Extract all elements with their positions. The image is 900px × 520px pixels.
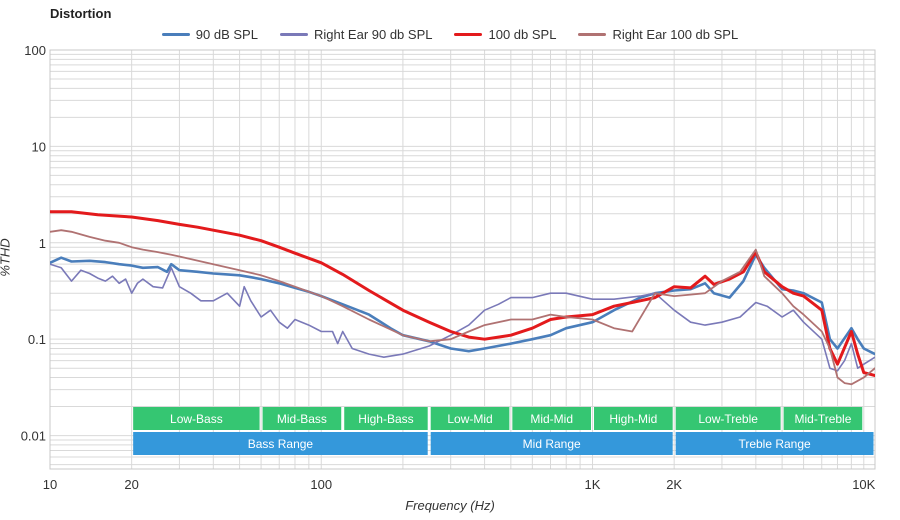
legend-swatch [578,33,607,36]
y-tick-label: 100 [24,43,46,58]
band-low-treble [675,407,781,430]
band-label: Treble Range [738,437,811,451]
band-label: Mid Range [523,437,581,451]
band-mid-bass [262,407,342,430]
band-low-bass [133,407,260,430]
band-low-mid [430,407,510,430]
band-label: Low-Mid [447,412,492,426]
band-label: Mid-Mid [530,412,573,426]
legend-swatch [279,33,308,36]
plot-frame [49,49,876,470]
series-line-right-ear-90-db-spl [50,263,875,372]
legend-item[interactable]: 90 dB SPL [161,27,258,42]
legend-item[interactable]: Right Ear 100 db SPL [578,27,738,42]
y-tick-label: 0.1 [28,332,46,347]
chart-title: Distortion [50,6,112,21]
legend-label: Right Ear 90 db SPL [313,27,433,42]
legend-swatch [161,33,190,36]
legend: 90 dB SPL Right Ear 90 db SPL 100 db SPL Ri… [0,27,900,42]
legend-item[interactable]: Right Ear 90 db SPL [279,27,433,42]
x-tick-label: 1K [585,477,601,492]
x-axis-label: Frequency (Hz) [405,498,495,513]
band-high-mid [594,407,673,430]
band-high-bass [344,407,428,430]
series-line-100-db-spl [50,210,875,377]
x-tick-label: 10K [852,477,875,492]
band-label: Bass Range [248,437,314,451]
x-tick-label: 100 [310,477,332,492]
band-mid-range [430,432,673,455]
y-tick-label: 0.01 [21,429,46,444]
y-tick-label: 10 [32,139,46,154]
band-mid-treble [783,407,863,430]
legend-item[interactable]: 100 db SPL [454,27,556,42]
x-tick-label: 2K [666,477,682,492]
band-label: High-Bass [358,412,413,426]
y-axis-label: %THD [0,238,13,277]
y-tick-label: 1 [39,236,46,251]
series-line-right-ear-100-db-spl [50,229,875,386]
legend-label: Right Ear 100 db SPL [612,27,739,42]
band-label: Mid-Treble [794,412,851,426]
band-label: Low-Bass [170,412,223,426]
x-tick-label: 20 [124,477,138,492]
band-label: Mid-Bass [277,412,327,426]
band-mid-mid [512,407,592,430]
legend-label: 90 dB SPL [195,27,258,42]
band-treble-range [675,432,874,455]
legend-swatch [454,33,483,36]
band-label: Low-Treble [698,412,758,426]
legend-label: 100 db SPL [488,27,557,42]
band-bass-range [133,432,428,455]
x-tick-label: 10 [43,477,57,492]
band-label: High-Mid [609,412,657,426]
